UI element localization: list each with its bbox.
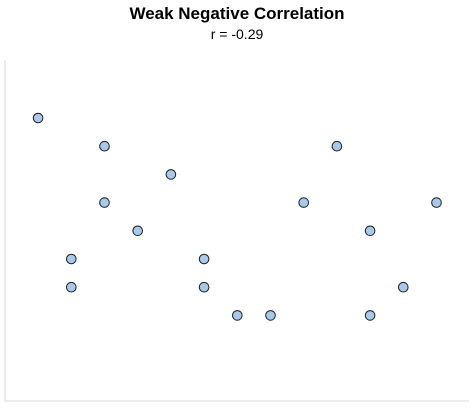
data-point: [32, 112, 44, 124]
data-point: [99, 197, 110, 208]
data-point: [132, 225, 143, 237]
data-point: [198, 253, 210, 265]
chart-title: Weak Negative Correlation: [129, 4, 345, 23]
data-point: [398, 281, 409, 293]
data-point: [364, 310, 376, 321]
data-point: [232, 310, 243, 321]
points-layer: [32, 112, 442, 321]
data-point: [66, 281, 77, 293]
data-point: [298, 197, 310, 208]
data-point: [431, 197, 442, 208]
data-point: [165, 169, 177, 180]
data-point: [198, 281, 210, 293]
data-point: [66, 253, 77, 265]
data-point: [331, 140, 343, 152]
data-point: [99, 140, 110, 152]
data-point: [364, 225, 376, 237]
data-point: [265, 310, 276, 321]
chart-subtitle: r = -0.29: [210, 26, 264, 42]
